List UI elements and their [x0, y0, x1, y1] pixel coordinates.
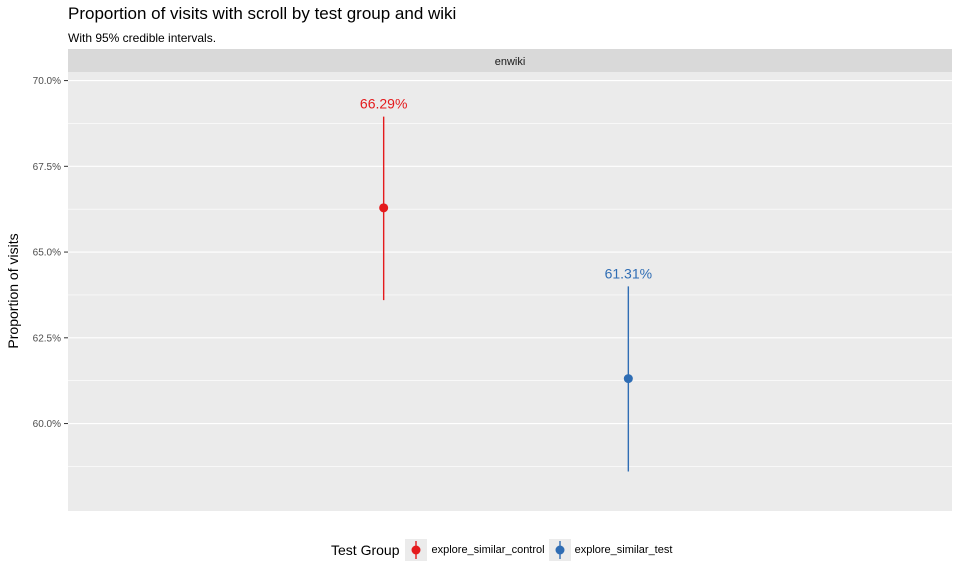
chart-title: Proportion of visits with scroll by test…	[68, 4, 457, 23]
point-estimate	[623, 374, 633, 384]
data-label: 66.29%	[360, 96, 407, 112]
legend-title: Test Group	[331, 542, 400, 558]
legend-item-control: explore_similar_control	[405, 539, 545, 561]
legend-label-control: explore_similar_control	[431, 544, 545, 556]
data-marks: 66.29% 61.31%	[360, 96, 652, 472]
facet-strip	[68, 49, 952, 72]
facet-label: enwiki	[495, 56, 526, 68]
y-tick-label: 67.5%	[33, 162, 61, 173]
minor-gridlines	[68, 123, 952, 467]
y-tick-label: 65.0%	[33, 248, 61, 259]
major-gridlines	[68, 79, 952, 425]
y-axis-title: Proportion of visits	[5, 233, 21, 348]
y-tick-label: 62.5%	[33, 333, 61, 344]
point-estimate	[379, 203, 389, 213]
data-label: 61.31%	[605, 265, 652, 281]
legend-item-test: explore_similar_test	[548, 539, 673, 561]
chart-subtitle: With 95% credible intervals.	[68, 31, 217, 45]
y-tick-label: 60.0%	[33, 419, 61, 430]
y-axis-ticks: 60.0% 62.5% 65.0% 67.5% 70.0%	[33, 76, 68, 430]
legend-label-test: explore_similar_test	[574, 544, 673, 556]
legend: Test Group explore_similar_control explo…	[331, 538, 676, 562]
plot-panel	[68, 72, 952, 511]
legend-key-control	[405, 539, 428, 561]
y-tick-label: 70.0%	[33, 76, 61, 87]
legend-key-test	[548, 539, 571, 561]
